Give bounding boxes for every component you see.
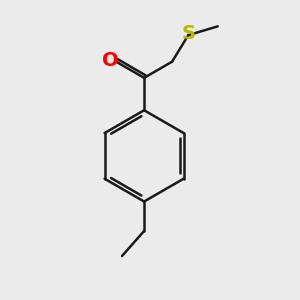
Text: O: O [102,51,119,70]
Text: S: S [181,24,195,43]
